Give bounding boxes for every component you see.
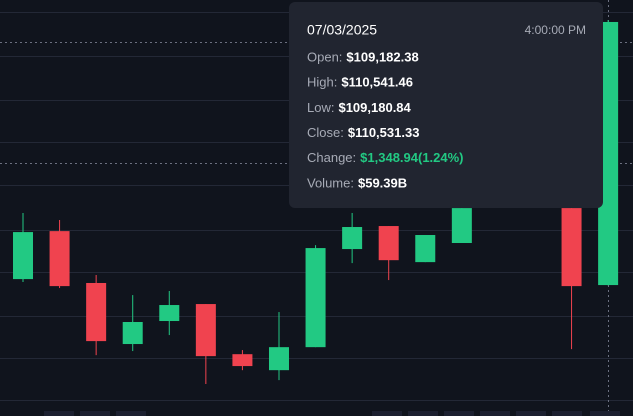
tooltip-label: Close: <box>307 125 344 140</box>
candle-body <box>378 226 399 261</box>
candle-body <box>268 347 289 371</box>
candle-body <box>342 227 363 250</box>
tooltip-value: $110,541.46 <box>341 75 413 90</box>
candle-body <box>415 235 436 263</box>
candle-body <box>598 21 619 286</box>
scroll-block <box>480 411 510 416</box>
scroll-block <box>590 411 620 416</box>
tooltip-value: $110,531.33 <box>348 125 420 140</box>
scroll-block <box>44 411 74 416</box>
tooltip-label: Change: <box>307 150 356 165</box>
scrollbar <box>44 411 620 416</box>
candle-body <box>561 208 582 287</box>
candle-body <box>159 305 180 322</box>
tooltip-box <box>289 2 603 208</box>
scroll-block <box>80 411 110 416</box>
tooltip-label: Open: <box>307 49 342 64</box>
scroll-block <box>408 411 438 416</box>
tooltip-value: $109,180.84 <box>338 100 411 115</box>
candles <box>13 19 619 385</box>
candle-body <box>86 282 107 342</box>
candle-body <box>305 248 326 348</box>
tooltip-date: 07/03/2025 <box>307 22 377 38</box>
candle-body <box>49 231 70 287</box>
candle-body <box>122 321 143 345</box>
scroll-block <box>372 411 402 416</box>
scroll-block <box>444 411 474 416</box>
tooltip-time: 4:00:00 PM <box>525 23 586 37</box>
candle-body <box>13 232 33 280</box>
candle-body <box>195 304 216 357</box>
tooltip-label: High: <box>307 75 337 90</box>
scroll-block <box>516 411 546 416</box>
candle-body <box>232 354 253 367</box>
tooltip-value: $109,182.38 <box>346 49 418 64</box>
scroll-block <box>552 411 582 416</box>
tooltip-value: $59.39B <box>358 175 407 190</box>
tooltip-label: Low: <box>307 100 334 115</box>
scroll-block <box>116 411 146 416</box>
tooltip-value: $1,348.94(1.24%) <box>360 150 463 165</box>
tooltip-label: Volume: <box>307 175 354 190</box>
candle-body <box>451 208 472 244</box>
tooltip: 07/03/2025 4:00:00 PM Open: $109,182.38 Hi… <box>289 2 603 208</box>
